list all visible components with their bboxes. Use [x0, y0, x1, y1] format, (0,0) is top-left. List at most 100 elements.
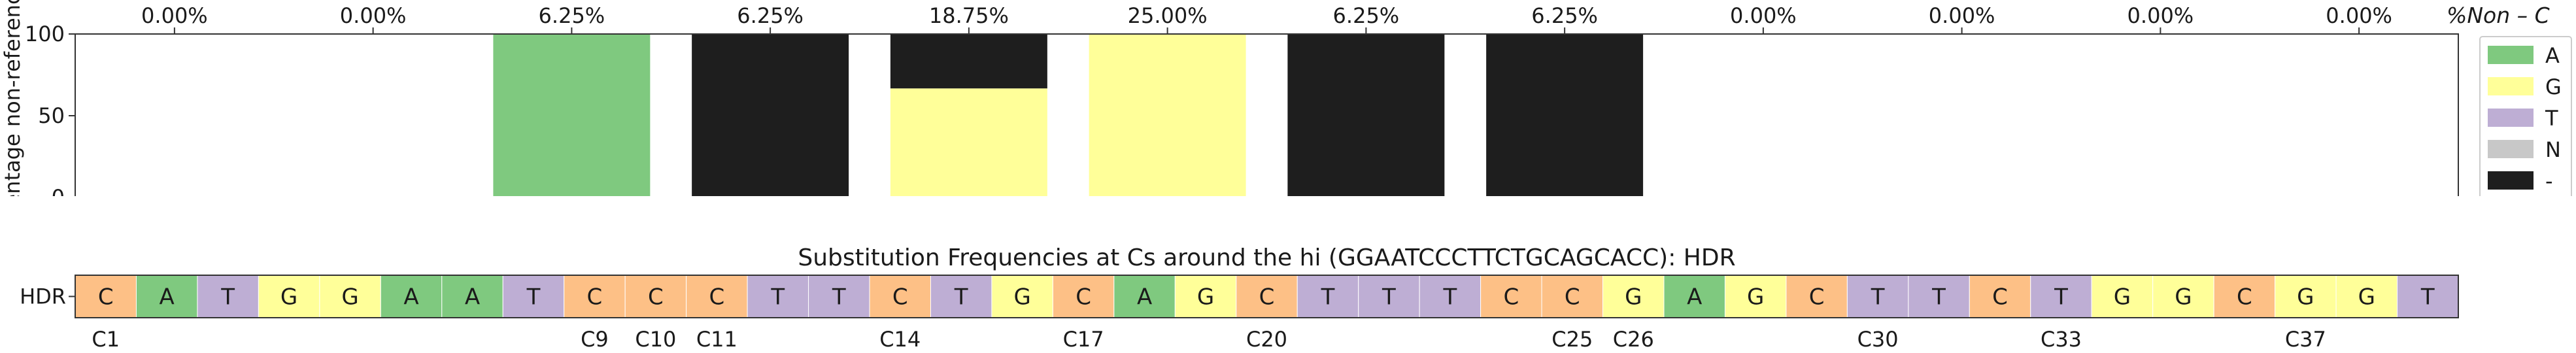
sequence-base-letter: T — [770, 284, 785, 311]
sequence-base-letter: C — [1809, 284, 1825, 311]
sequence-cell-G — [1174, 275, 1237, 318]
sequence-cell-T — [1358, 275, 1420, 318]
sequence-base-letter: T — [954, 284, 968, 311]
sequence-base-letter: A — [1137, 284, 1152, 311]
bar-segment-C14-gap — [890, 34, 1047, 89]
sequence-base-letter: T — [526, 284, 541, 311]
sequence-base-letter: C — [892, 284, 908, 311]
bar-segment-C17-G — [1089, 34, 1246, 196]
sequence-cell-G — [2091, 275, 2154, 318]
sequence-base-letter: G — [2358, 284, 2375, 311]
sequence-base-letter: T — [1321, 284, 1335, 311]
sequence-cell-A — [1113, 275, 1176, 318]
sequence-position-label: C11 — [696, 327, 737, 352]
sequence-base-letter: C — [2237, 284, 2252, 311]
top-axis-label: %Non – C — [2447, 3, 2550, 28]
bar-segment-C20-gap — [1287, 34, 1445, 196]
legend-label: A — [2545, 43, 2560, 68]
bar-segment-C25-gap — [1486, 34, 1644, 196]
top-percent-label: 0.00% — [1929, 3, 1995, 28]
sequence-base-letter: G — [1747, 284, 1764, 311]
y-tick-label: 0 — [52, 185, 65, 196]
y-axis-label: Percentage non-reference — [0, 0, 25, 196]
legend-swatch-A — [2488, 46, 2534, 64]
y-tick-label: 50 — [38, 103, 65, 128]
legend-swatch-T — [2488, 109, 2534, 127]
legend-label: - — [2545, 169, 2553, 193]
sequence-position-label: C26 — [1613, 327, 1654, 352]
sequence-cell-G — [2275, 275, 2337, 318]
sequence-cell-G — [2152, 275, 2214, 318]
sequence-base-letter: A — [160, 284, 175, 311]
sequence-cell-C — [1786, 275, 1848, 318]
sequence-base-letter: C — [1259, 284, 1275, 311]
sequence-base-letter: C — [1992, 284, 2008, 311]
sequence-title: Substitution Frequencies at Cs around th… — [798, 244, 1735, 271]
sequence-base-letter: G — [1197, 284, 1214, 311]
sequence-position-label: C33 — [2041, 327, 2082, 352]
sequence-cell-G — [258, 275, 320, 318]
sequence-base-letter: C — [1565, 284, 1580, 311]
sequence-position-label: C14 — [879, 327, 921, 352]
sequence-base-letter: T — [1381, 284, 1396, 311]
sequence-base-letter: C — [648, 284, 664, 311]
legend-swatch-N — [2488, 140, 2534, 158]
top-percent-label: 18.75% — [929, 3, 1009, 28]
legend-swatch-gap — [2488, 171, 2534, 190]
sequence-position-label: C25 — [1551, 327, 1593, 352]
sequence-position-label: C17 — [1063, 327, 1104, 352]
sequence-cell-C — [75, 275, 137, 318]
top-percent-label: 0.00% — [2326, 3, 2392, 28]
sequence-cell-C — [869, 275, 931, 318]
legend-label: N — [2545, 137, 2561, 162]
sequence-base-letter: G — [341, 284, 358, 311]
bar-segment-C10-A — [493, 34, 651, 196]
sequence-base-letter: T — [1931, 284, 1946, 311]
top-percent-label: 6.25% — [1531, 3, 1598, 28]
top-percent-label: 0.00% — [340, 3, 407, 28]
sequence-base-letter: A — [465, 284, 480, 311]
sequence-position-label: C1 — [92, 327, 120, 352]
sequence-base-letter: G — [280, 284, 297, 311]
top-percent-label: 6.25% — [1333, 3, 1400, 28]
sequence-cell-A — [380, 275, 443, 318]
sequence-cell-C — [1052, 275, 1115, 318]
sequence-position-label: C20 — [1246, 327, 1287, 352]
sequence-base-letter: A — [403, 284, 418, 311]
top-percent-label: 0.00% — [2127, 3, 2194, 28]
sequence-cell-C — [1541, 275, 1604, 318]
sequence-position-label: C30 — [1857, 327, 1899, 352]
legend-label: G — [2545, 75, 2562, 99]
sequence-row-label: HDR — [20, 284, 66, 309]
bar-segment-C14-G — [890, 88, 1047, 196]
sequence-cell-G — [2335, 275, 2398, 318]
y-tick-label: 100 — [25, 22, 65, 46]
sequence-base-letter: T — [1871, 284, 1885, 311]
sequence-base-letter: C — [1503, 284, 1519, 311]
top-percent-label: 6.25% — [539, 3, 605, 28]
sequence-base-letter: T — [220, 284, 235, 311]
sequence-base-letter: C — [1076, 284, 1091, 311]
top-percent-label: 6.25% — [737, 3, 804, 28]
sequence-base-letter: T — [2054, 284, 2068, 311]
sequence-position-label: C9 — [581, 327, 609, 352]
sequence-base-letter: G — [1013, 284, 1030, 311]
sequence-cell-C — [624, 275, 687, 318]
sequence-cell-T — [1419, 275, 1482, 318]
bar-segment-C11-gap — [692, 34, 849, 196]
sequence-base-letter: T — [2420, 284, 2435, 311]
sequence-base-letter: C — [587, 284, 603, 311]
top-percent-label: 0.00% — [141, 3, 208, 28]
sequence-cell-C — [564, 275, 626, 318]
top-percent-label: 25.00% — [1128, 3, 1208, 28]
sequence-base-letter: T — [1442, 284, 1457, 311]
sequence-cell-T — [197, 275, 259, 318]
sequence-cell-T — [808, 275, 870, 318]
stacked-bar-chart: 050100Percentage non-referenceC10.00%C90… — [0, 0, 2572, 196]
sequence-position-label: C10 — [635, 327, 676, 352]
sequence-base-letter: G — [1625, 284, 1642, 311]
sequence-base-letter: A — [1687, 284, 1702, 311]
sequence-cell-T — [1846, 275, 1909, 318]
